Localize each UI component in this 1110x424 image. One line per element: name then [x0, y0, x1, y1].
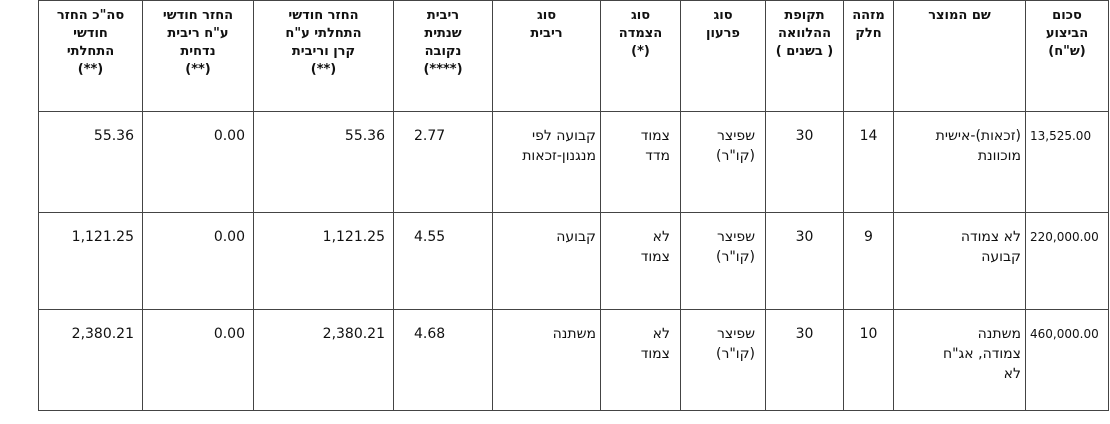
table-cell: 1,121.25 — [38, 212, 143, 310]
table-row: 460,000.00 משתנה צמודה, אג"ח לא 10 30 שפיצר … — [38, 309, 1109, 411]
table-cell: 9 — [843, 212, 894, 310]
table-cell: 0.00 — [142, 309, 254, 411]
column-header: תקופת ההלוואה ( בשנים ) — [765, 0, 844, 112]
column-header: סוג הצמדה (*) — [600, 0, 681, 112]
table-cell: 55.36 — [253, 111, 394, 213]
table-row: 220,000.00 לא צמודה קבועה 9 30 שפיצר (קו"ר) ל… — [38, 212, 1109, 310]
table-cell: 2,380.21 — [253, 309, 394, 411]
table-cell: לא צמוד — [600, 212, 681, 310]
table-cell: 55.36 — [38, 111, 143, 213]
table-cell: 10 — [843, 309, 894, 411]
table-cell: צמוד מדד — [600, 111, 681, 213]
table-cell: 30 — [765, 111, 844, 213]
table-cell: 2,380.21 — [38, 309, 143, 411]
table-body: 13,525.00 (זכאות)-אישית מוכוונת 14 30 שפיצר … — [38, 111, 1109, 411]
table-cell: 13,525.00 — [1025, 111, 1109, 213]
table-cell: שפיצר (קו"ר) — [680, 212, 766, 310]
table-cell: לא צמודה קבועה — [893, 212, 1026, 310]
column-header: החזר חודשי ע"ח ריבית נדחית (**) — [142, 0, 254, 112]
column-header: סוג ריבית — [492, 0, 601, 112]
table-cell: משתנה צמודה, אג"ח לא — [893, 309, 1026, 411]
loan-table: סכום הביצוע (ש"ח) שם המוצר מזהה חלק תקופת ה… — [38, 0, 1109, 411]
table-cell: 220,000.00 — [1025, 212, 1109, 310]
table-cell: 4.55 — [393, 212, 493, 310]
column-header: סוג פרעון — [680, 0, 766, 112]
table-cell: 0.00 — [142, 212, 254, 310]
table-cell: 14 — [843, 111, 894, 213]
column-header: ריבית שנתית נקובה (****) — [393, 0, 493, 112]
table-cell: משתנה — [492, 309, 601, 411]
table-row: 13,525.00 (זכאות)-אישית מוכוונת 14 30 שפיצר … — [38, 111, 1109, 213]
column-header: החזר חודשי התחלתי ע"ח קרן וריבית (**) — [253, 0, 394, 112]
table-cell: 1,121.25 — [253, 212, 394, 310]
column-header: שם המוצר — [893, 0, 1026, 112]
table-cell: קבועה לפי מנגנון-זכאות — [492, 111, 601, 213]
table-head: סכום הביצוע (ש"ח) שם המוצר מזהה חלק תקופת ה… — [38, 0, 1109, 112]
table-cell: 4.68 — [393, 309, 493, 411]
table-cell: 460,000.00 — [1025, 309, 1109, 411]
column-header: סכום הביצוע (ש"ח) — [1025, 0, 1109, 112]
table-cell: 2.77 — [393, 111, 493, 213]
table-cell: (זכאות)-אישית מוכוונת — [893, 111, 1026, 213]
column-header: סה"כ החזר חודשי התחלתי (**) — [38, 0, 143, 112]
column-header: מזהה חלק — [843, 0, 894, 112]
table-cell: שפיצר (קו"ר) — [680, 309, 766, 411]
table-cell: 30 — [765, 212, 844, 310]
table-cell: קבועה — [492, 212, 601, 310]
table-cell: 0.00 — [142, 111, 254, 213]
table-cell: 30 — [765, 309, 844, 411]
header-row: סכום הביצוע (ש"ח) שם המוצר מזהה חלק תקופת ה… — [38, 0, 1109, 112]
table-cell: שפיצר (קו"ר) — [680, 111, 766, 213]
table-cell: לא צמוד — [600, 309, 681, 411]
